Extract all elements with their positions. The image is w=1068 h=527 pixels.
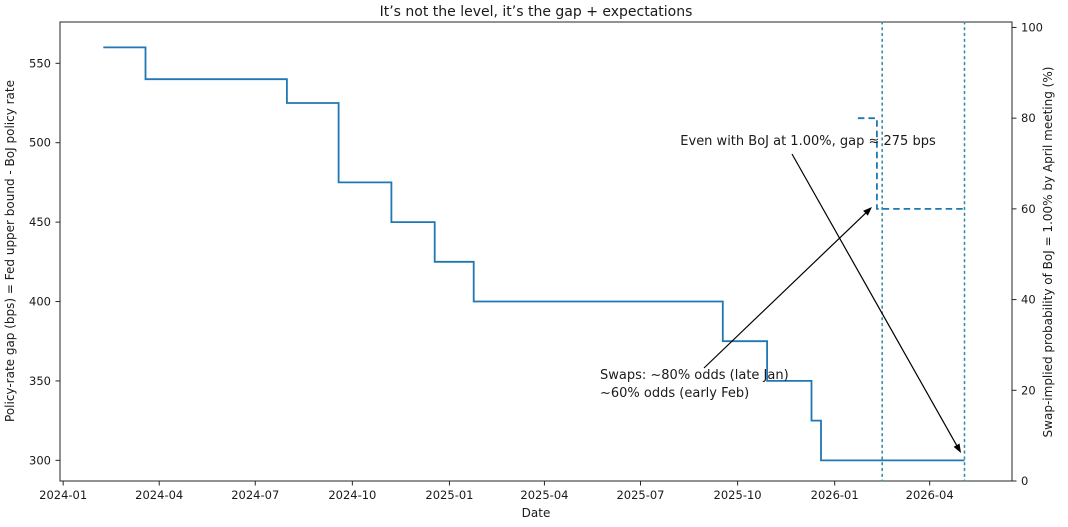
annotations-group: Even with BoJ at 1.00%, gap ≈ 275 bps Swa…: [600, 134, 961, 453]
vlines-group: [881, 21, 966, 482]
swaps-note-text: ~60% odds (early Feb): [600, 386, 749, 401]
right-axis-label: Swap-implied probability of BoJ = 1.00% …: [1041, 67, 1055, 438]
gap-note-arrow-line: [791, 153, 959, 449]
swap-implied-probability-pct-line: [857, 117, 965, 210]
chart-title: It’s not the level, it’s the gap + expec…: [380, 4, 693, 20]
y-right-tick-label: 100: [1021, 20, 1043, 34]
y-left-tick-label: 550: [29, 56, 51, 70]
swaps-note-arrow-head: [863, 207, 872, 216]
plot-area: [59, 21, 1013, 482]
y-right-tick-label: 40: [1021, 293, 1036, 307]
y-left-tick-label: 350: [29, 374, 51, 388]
x-tick-label: 2024-04: [135, 488, 183, 502]
y-left-tick-label: 500: [29, 136, 51, 150]
x-axis-label: Date: [522, 506, 551, 520]
x-tick-label: 2026-01: [811, 488, 859, 502]
y-right-tick-label: 60: [1021, 202, 1036, 216]
y-left-tick-label: 450: [29, 215, 51, 229]
policy-rate-gap-bps-line: [103, 46, 965, 462]
gap-note-arrow-head: [953, 443, 961, 453]
gap-note-text: Even with BoJ at 1.00%, gap ≈ 275 bps: [680, 134, 936, 149]
y-right-tick-label: 0: [1021, 474, 1028, 488]
x-tick-label: 2026-04: [906, 488, 954, 502]
ticks-group: 2024-01 2024-04 2024-07 2024-10 2025-01 2025-…: [29, 20, 1043, 502]
x-tick-label: 2024-10: [328, 488, 376, 502]
x-tick-label: 2024-07: [231, 488, 279, 502]
x-tick-label: 2025-04: [520, 488, 568, 502]
x-tick-label: 2025-01: [425, 488, 473, 502]
y-left-tick-label: 400: [29, 295, 51, 309]
y-left-tick-label: 300: [29, 453, 51, 467]
swaps-note-text: Swaps: ~80% odds (late Jan): [600, 368, 789, 383]
swaps-note-arrow-line: [703, 210, 869, 369]
y-right-tick-label: 20: [1021, 383, 1036, 397]
series-group: [103, 46, 965, 462]
y-right-tick-label: 80: [1021, 111, 1036, 125]
left-axis-label: Policy-rate gap (bps) = Fed upper bound …: [3, 80, 17, 422]
x-tick-label: 2025-10: [714, 488, 762, 502]
x-tick-label: 2025-07: [616, 488, 664, 502]
x-tick-label: 2024-01: [39, 488, 87, 502]
